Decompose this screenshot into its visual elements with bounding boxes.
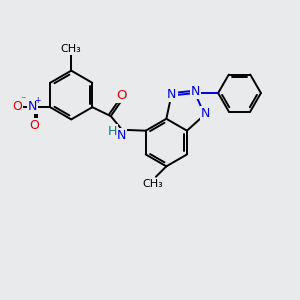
Text: O: O bbox=[12, 100, 22, 112]
Text: N: N bbox=[167, 88, 177, 101]
Text: CH₃: CH₃ bbox=[61, 44, 82, 54]
Text: ⁻: ⁻ bbox=[20, 96, 26, 106]
Text: N: N bbox=[191, 85, 200, 98]
Text: N: N bbox=[200, 107, 210, 120]
Text: O: O bbox=[116, 89, 126, 102]
Text: CH₃: CH₃ bbox=[142, 179, 163, 189]
Text: O: O bbox=[30, 119, 40, 132]
Text: +: + bbox=[34, 96, 41, 105]
Text: N: N bbox=[117, 129, 126, 142]
Text: H: H bbox=[108, 125, 117, 138]
Text: N: N bbox=[28, 100, 37, 112]
